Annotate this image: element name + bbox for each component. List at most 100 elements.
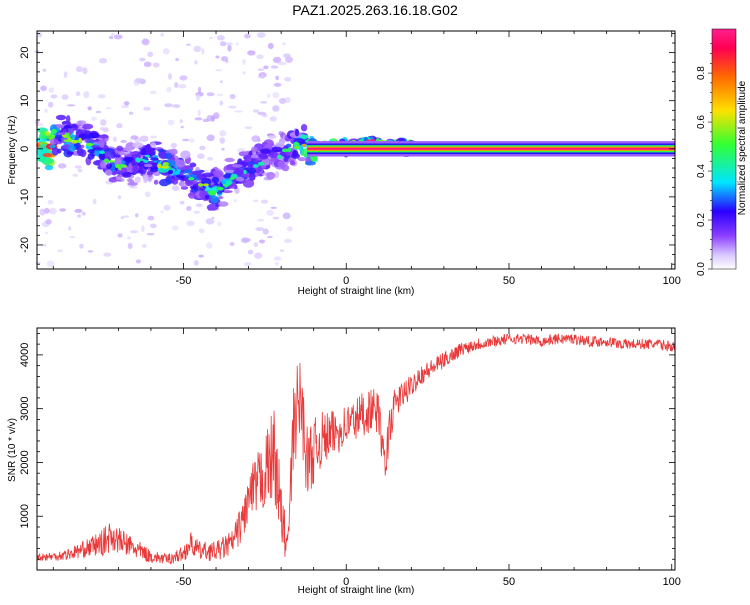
spectrogram-speckle <box>257 111 267 116</box>
spectrogram-speckle <box>120 105 130 108</box>
spectrogram-speckle <box>87 106 92 111</box>
spectrogram-blob <box>285 143 292 148</box>
spectrogram-speckle <box>196 203 203 208</box>
spectrogram-ytick-label: 0 <box>19 146 31 152</box>
spectrogram-blob <box>289 160 296 166</box>
spectrogram-blob <box>180 186 189 190</box>
spectrogram-blob <box>179 170 184 177</box>
spectrogram-blob <box>82 134 93 138</box>
colorbar-ticks: 0.0 0.2 0.4 0.6 0.8 <box>696 43 712 276</box>
spectrogram-blob <box>46 134 56 140</box>
spectrogram-node <box>207 190 215 194</box>
spectrogram-node <box>369 139 377 142</box>
spectrogram-blob <box>249 172 256 181</box>
spectrogram-ytick-label: 20 <box>19 47 31 59</box>
spectrogram-blob <box>267 134 277 139</box>
snr-ylabel: SNR (10 * v/v) <box>7 418 18 482</box>
spectrogram-xtick-label: -50 <box>176 275 192 287</box>
spectrogram-speckle <box>211 216 215 219</box>
snr-series-line <box>36 333 676 565</box>
spectrogram-speckle <box>182 138 190 142</box>
spectrogram-blob <box>131 164 139 174</box>
spectrogram-blob <box>218 201 229 207</box>
spectrogram-speckle <box>219 100 223 106</box>
spectrogram-speckle <box>175 57 180 62</box>
spectrogram-speckle <box>160 32 164 37</box>
spectrogram-speckle <box>270 206 278 209</box>
spectrogram-blob <box>185 165 191 170</box>
spectrogram-node <box>119 164 123 168</box>
spectrogram-blob <box>114 158 122 166</box>
spectrogram-speckle <box>215 55 220 59</box>
spectrogram-speckle <box>164 103 173 108</box>
spectrogram-node <box>145 154 150 158</box>
spectrogram-speckle <box>263 65 269 70</box>
spectrogram-speckle <box>42 68 47 72</box>
spectrogram-speckle <box>251 135 260 143</box>
spectrogram-node <box>108 160 116 163</box>
spectrogram-speckle <box>61 94 69 100</box>
colorbar-tick-label: 0.0 <box>696 262 707 276</box>
spectrogram-blob <box>248 161 256 165</box>
spectrogram-speckle <box>216 35 225 41</box>
spectrogram-blob <box>167 177 172 185</box>
spectrogram-blob <box>191 170 202 176</box>
spectrogram-node <box>226 180 232 186</box>
spectrogram-speckle <box>87 250 94 253</box>
spectrogram-speckle <box>170 142 178 149</box>
spectrogram-blob <box>51 147 59 156</box>
spectrogram-speckle <box>272 92 280 99</box>
spectrogram-speckle <box>228 105 237 109</box>
spectrogram-blob <box>271 146 283 152</box>
spectrogram-speckle <box>90 116 98 121</box>
spectrogram-blob <box>274 171 280 179</box>
spectrogram-speckle <box>258 239 266 244</box>
spectrogram-blob <box>294 128 300 137</box>
spectrogram-blob <box>174 159 186 168</box>
spectrogram-node <box>85 142 94 147</box>
spectrogram-speckle <box>130 135 139 140</box>
spectrogram-speckle <box>117 233 123 238</box>
spectrogram-speckle <box>242 71 246 75</box>
snr-xlabel: Height of straight line (km) <box>298 585 415 596</box>
snr-panel: -50 0 50 100 1000 2000 3000 4000 Height of stra… <box>7 327 681 596</box>
spectrogram-speckle <box>266 235 273 238</box>
spectrogram-speckle <box>234 110 244 113</box>
spectrogram-frame <box>36 30 676 270</box>
spectrogram-speckle <box>77 168 83 173</box>
spectrogram-blob <box>260 148 271 155</box>
spectrogram-speckle <box>150 135 158 139</box>
spectrogram-node <box>217 186 224 191</box>
spectrogram-speckle <box>269 116 277 122</box>
spectrogram-blob <box>80 144 85 149</box>
colorbar-tick-label: 0.6 <box>696 115 707 129</box>
spectrogram-speckle <box>282 212 291 220</box>
spectrogram-blob <box>268 151 279 159</box>
spectrogram-speckle <box>179 119 183 124</box>
spectrogram-speckle <box>47 200 54 205</box>
spectrogram-blob <box>224 169 236 173</box>
spectrogram-blob <box>77 147 84 157</box>
spectrogram-speckle <box>270 65 279 69</box>
spectrogram-speckle <box>163 204 171 211</box>
spectrogram-speckle <box>63 71 68 78</box>
spectrogram-speckle <box>244 262 252 267</box>
spectrogram-speckle <box>179 200 185 205</box>
spectrogram-speckle <box>233 199 237 203</box>
spectrogram-speckle <box>219 80 223 83</box>
spectrogram-node <box>277 154 283 159</box>
spectrogram-blob <box>210 195 219 204</box>
spectrogram-xtick-label: 50 <box>503 275 515 287</box>
spectrogram-speckle <box>284 239 292 243</box>
spectrogram-blob <box>232 164 243 168</box>
spectrogram-speckle <box>252 109 260 113</box>
spectrogram-speckle <box>284 76 292 82</box>
spectrogram-node <box>198 183 204 187</box>
spectrogram-speckle <box>35 261 41 264</box>
spectrogram-node <box>103 158 109 164</box>
spectrogram-speckle <box>74 165 82 169</box>
spectrogram-speckle <box>160 210 164 213</box>
spectrogram-speckle <box>186 220 195 227</box>
spectrogram-speckle <box>273 82 282 87</box>
